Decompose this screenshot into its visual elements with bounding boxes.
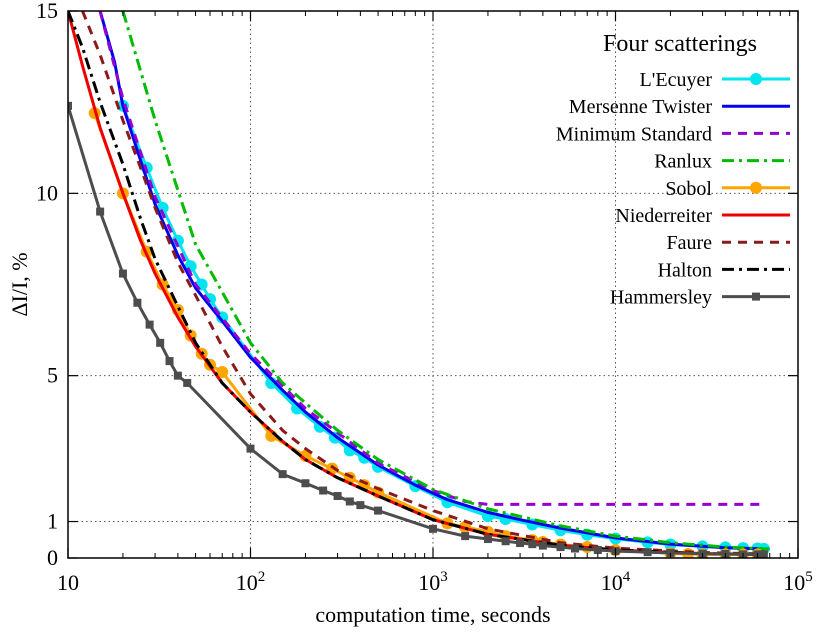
legend-item: Hammersley	[610, 287, 790, 309]
x-tick-label: 103	[418, 569, 448, 595]
data-point	[313, 420, 326, 433]
y-tick-label: 1	[47, 509, 58, 534]
data-point	[593, 545, 602, 554]
data-point	[133, 298, 142, 307]
legend-label: Minimum Standard	[556, 123, 712, 145]
grid-lines	[68, 11, 798, 558]
series-line	[68, 11, 764, 556]
legend-marker	[750, 73, 762, 85]
y-tick-label: 15	[36, 0, 58, 23]
x-axis-label: computation time, seconds	[315, 602, 550, 627]
data-point	[96, 207, 105, 216]
data-point	[345, 497, 354, 506]
series-7	[68, 11, 764, 556]
legend-title: Four scatterings	[603, 31, 757, 57]
data-point	[173, 371, 182, 380]
data-point	[145, 320, 154, 329]
legend-label: Faure	[666, 232, 712, 254]
legend-item: Faure	[666, 232, 790, 254]
legend-marker	[750, 181, 762, 194]
y-axis-label: ΔI/I, %	[7, 252, 32, 316]
legend-label: L'Ecuyer	[640, 69, 713, 91]
legend-item: L'Ecuyer	[640, 69, 790, 91]
legend-label: Niederreiter	[615, 205, 712, 227]
x-tick-label: 102	[236, 569, 266, 595]
data-point	[333, 492, 342, 501]
legend-item: Sobol	[665, 178, 790, 200]
data-point	[216, 366, 229, 379]
legend-item: Mersenne Twister	[569, 96, 790, 118]
series-line	[81, 11, 764, 556]
data-point	[301, 479, 310, 488]
data-point	[319, 486, 328, 495]
x-tick-label: 105	[783, 569, 813, 595]
legend-label: Halton	[658, 259, 712, 281]
data-point	[118, 269, 127, 278]
series-lines	[68, 11, 770, 558]
series-line	[98, 11, 764, 506]
data-point	[374, 506, 383, 515]
series-1	[98, 11, 764, 551]
legend-label: Mersenne Twister	[569, 96, 713, 118]
series-6	[81, 11, 764, 556]
x-tick-label: 104	[601, 569, 631, 595]
series-3	[121, 11, 770, 551]
data-point	[356, 501, 365, 510]
y-tick-label: 5	[47, 363, 58, 388]
series-line	[121, 11, 770, 551]
data-point	[68, 101, 72, 110]
data-point	[461, 532, 470, 541]
data-point	[643, 548, 652, 557]
legend: Four scatterings L'Ecuyer Mersenne Twister…	[556, 31, 790, 309]
data-point	[666, 548, 675, 557]
legend-marker	[752, 292, 760, 301]
data-point	[759, 550, 768, 558]
series-line	[68, 11, 764, 556]
series-line	[98, 11, 764, 551]
legend-label: Hammersley	[610, 287, 712, 309]
series-5	[68, 11, 764, 556]
data-point	[556, 543, 565, 552]
legend-item: Niederreiter	[615, 205, 790, 227]
data-point	[516, 539, 525, 548]
legend-item: Halton	[658, 259, 790, 281]
data-point	[483, 535, 492, 544]
data-point	[501, 537, 510, 546]
legend-item: Ranlux	[654, 151, 790, 173]
data-point	[538, 541, 547, 550]
legend-label: Ranlux	[654, 151, 712, 173]
data-point	[571, 544, 580, 553]
data-point	[165, 357, 174, 366]
data-point	[156, 338, 165, 347]
data-point	[171, 234, 184, 247]
y-tick-label: 0	[47, 545, 58, 570]
data-point	[278, 470, 287, 479]
data-point	[528, 540, 537, 549]
y-tick-label: 10	[36, 180, 58, 205]
data-point	[183, 378, 192, 387]
data-point	[429, 524, 437, 533]
legend-item: Minimum Standard	[556, 123, 790, 145]
legend-label: Sobol	[665, 178, 712, 200]
series-2	[98, 11, 764, 506]
data-point	[246, 444, 255, 453]
x-tick-label: 10	[57, 570, 79, 595]
